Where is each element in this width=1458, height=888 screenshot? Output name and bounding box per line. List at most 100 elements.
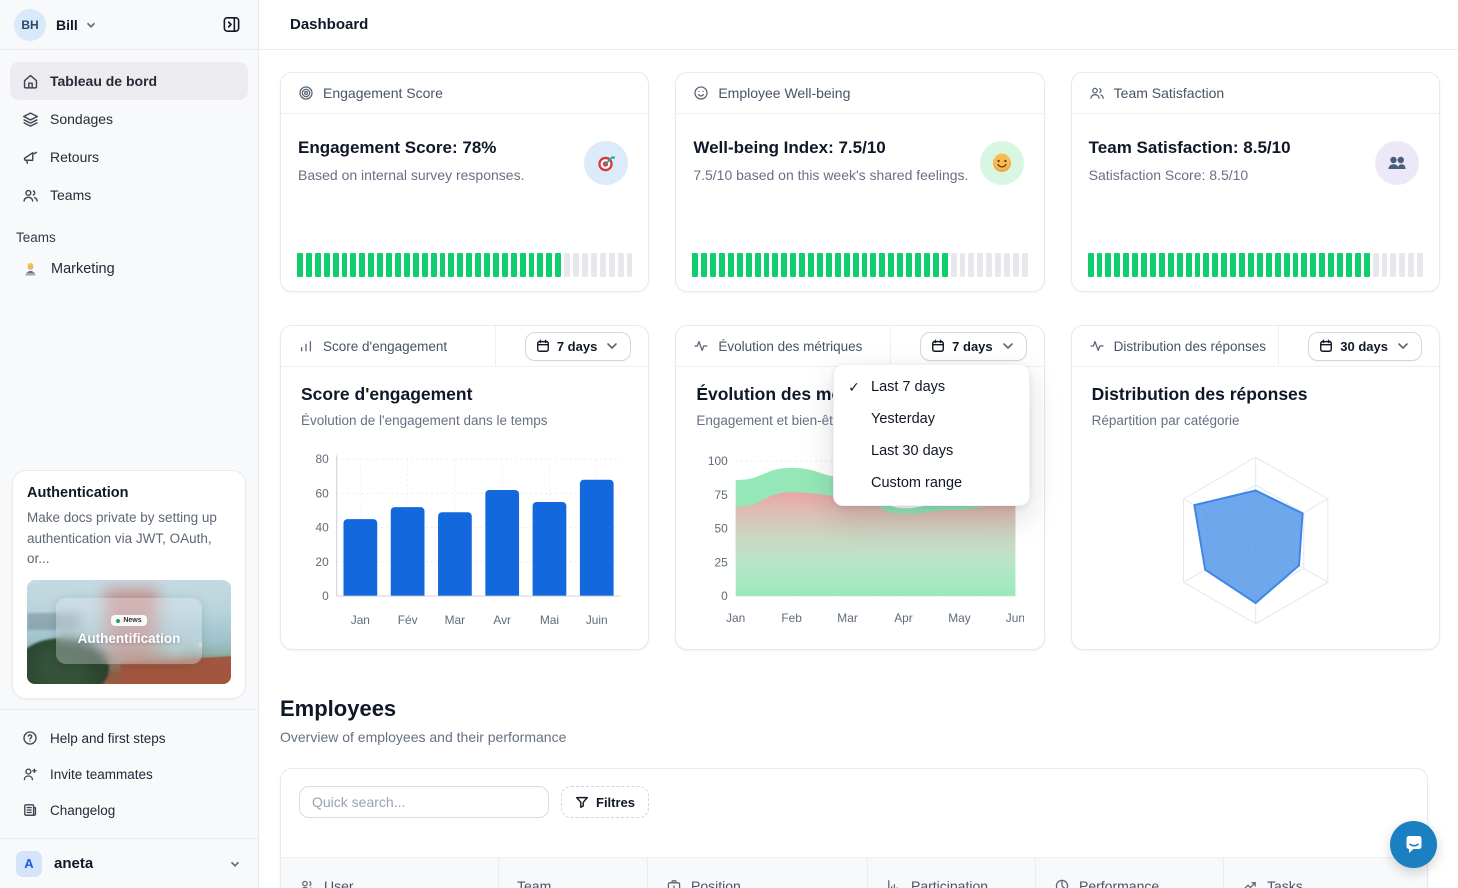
employees-table-card: Filtres User Team Position Participation [280, 768, 1428, 888]
chart-subtitle: Répartition par catégorie [1091, 413, 1240, 428]
svg-text:75: 75 [715, 488, 729, 502]
authentication-promo-card[interactable]: Authentication Make docs private by sett… [12, 470, 246, 699]
employees-title: Employees [280, 696, 397, 721]
distribution-radar-chart [1092, 436, 1419, 649]
range-select-button[interactable]: 30 days [1308, 331, 1422, 361]
svg-text:Jun: Jun [1006, 611, 1024, 625]
check-icon: ✓ [848, 378, 860, 395]
help-link[interactable]: Help and first steps [10, 720, 248, 756]
card-header: Team Satisfaction [1071, 73, 1439, 114]
range-select-button[interactable]: 7 days [524, 331, 632, 361]
promo-image[interactable]: News Authentification [27, 580, 231, 684]
menu-item-yesterday[interactable]: Yesterday [834, 403, 1029, 435]
sidebar-item-teams[interactable]: Teams [10, 176, 248, 214]
card-body: Engagement Score: 78% Based on internal … [281, 114, 648, 253]
card-body: Team Satisfaction: 8.5/10 Satisfaction S… [1072, 114, 1439, 253]
svg-text:Feb: Feb [782, 611, 803, 625]
stat-title: Team Satisfaction: 8.5/10 [1088, 138, 1291, 157]
menu-item-last-7-days[interactable]: ✓ Last 7 days [834, 371, 1029, 403]
workspace-name[interactable]: Bill [56, 16, 78, 33]
column-header-performance[interactable]: Performance [1036, 858, 1224, 888]
user-plus-icon [23, 768, 37, 781]
range-label: 30 days [1340, 338, 1388, 354]
smiley-emoji [979, 141, 1024, 185]
range-label: 7 days [952, 338, 993, 354]
filters-button[interactable]: Filtres [561, 786, 650, 818]
svg-text:Avr: Avr [493, 613, 511, 627]
stat-title: Engagement Score: 78% [298, 138, 497, 157]
card-header-label: Score d'engagement [323, 338, 448, 354]
card-header: Évolution des métriques 7 days [676, 326, 1044, 367]
pie-chart-icon [1055, 879, 1069, 888]
sidebar-item-retours[interactable]: Retours [10, 138, 248, 176]
menu-item-last-30-days[interactable]: Last 30 days [834, 435, 1029, 467]
svg-text:0: 0 [322, 589, 329, 603]
progress-bar [692, 253, 1028, 277]
users-icon [23, 189, 38, 202]
menu-item-label: Yesterday [871, 411, 935, 427]
chat-widget-button[interactable] [1390, 821, 1437, 868]
engagement-chart-card: Score d'engagement 7 days Score d'engage… [280, 325, 650, 650]
sidebar-item-tableau-de-bord[interactable]: Tableau de bord [10, 62, 248, 100]
menu-item-custom-range[interactable]: Custom range [834, 467, 1029, 499]
svg-text:Jan: Jan [726, 611, 745, 625]
bar-chart-icon [888, 880, 898, 888]
column-header-team[interactable]: Team [499, 858, 648, 888]
sidebar-nav: Tableau de bord Sondages Retours Teams [0, 50, 258, 218]
card-header-label: Engagement Score [323, 85, 443, 101]
technologist-emoji [25, 262, 36, 276]
svg-text:Mar: Mar [445, 613, 466, 627]
collapse-sidebar-button[interactable] [216, 10, 246, 40]
filters-label: Filtres [596, 794, 636, 810]
home-icon [23, 74, 38, 89]
users-icon [301, 880, 313, 888]
sidebar-item-label: Teams [50, 187, 92, 203]
sidebar-item-label: Tableau de bord [50, 73, 158, 89]
account-avatar: A [16, 850, 42, 877]
menu-item-label: Last 7 days [871, 379, 946, 395]
sidebar-item-label: Retours [50, 149, 100, 165]
svg-text:Juin: Juin [586, 613, 608, 627]
svg-text:20: 20 [316, 555, 330, 569]
progress-bar [297, 253, 633, 277]
card-header-label: Team Satisfaction [1113, 85, 1225, 101]
svg-text:Mai: Mai [540, 613, 559, 627]
account-switcher[interactable]: A aneta [0, 838, 258, 888]
changelog-link[interactable]: Changelog [10, 792, 248, 828]
column-label: Position [691, 878, 741, 888]
divider [1278, 326, 1280, 367]
range-label: 7 days [556, 338, 598, 354]
svg-text:60: 60 [316, 486, 330, 500]
card-header-label: Distribution des réponses [1113, 338, 1266, 354]
teams-section-label: Teams [16, 230, 56, 245]
chart-subtitle: Engagement et bien-être [696, 413, 845, 428]
team-label: Marketing [51, 261, 115, 277]
invite-teammates-link[interactable]: Invite teammates [10, 756, 248, 792]
sidebar-footer-links: Help and first steps Invite teammates Ch… [0, 709, 258, 838]
divider [890, 326, 892, 367]
svg-text:0: 0 [721, 589, 728, 603]
card-header: Engagement Score [281, 73, 649, 114]
activity-icon [1090, 340, 1104, 352]
menu-item-label: Custom range [871, 475, 963, 491]
svg-text:40: 40 [316, 521, 330, 535]
team-satisfaction-card: Team Satisfaction Team Satisfaction: 8.5… [1070, 72, 1440, 292]
workspace-avatar[interactable]: BH [14, 8, 46, 41]
chevron-down-icon [607, 343, 618, 349]
table-header-row: User Team Position Participation Perform… [281, 857, 1427, 888]
promo-caption: Authentification [77, 631, 181, 647]
sidebar-item-sondages[interactable]: Sondages [10, 100, 248, 138]
column-header-participation[interactable]: Participation [868, 858, 1036, 888]
column-header-position[interactable]: Position [648, 858, 868, 888]
sidebar-team-marketing[interactable]: Marketing [10, 251, 248, 287]
bar-chart-icon [300, 340, 312, 352]
people-emoji [1375, 141, 1419, 185]
column-header-tasks[interactable]: Tasks [1224, 858, 1427, 888]
range-select-button[interactable]: 7 days [920, 331, 1027, 361]
search-input[interactable] [299, 786, 549, 818]
chart-subtitle: Évolution de l'engagement dans le temps [301, 413, 548, 428]
megaphone-icon [23, 151, 38, 164]
column-label: Participation [911, 878, 989, 888]
column-header-user[interactable]: User [281, 858, 499, 888]
sidebar-header: BH Bill [0, 0, 258, 50]
